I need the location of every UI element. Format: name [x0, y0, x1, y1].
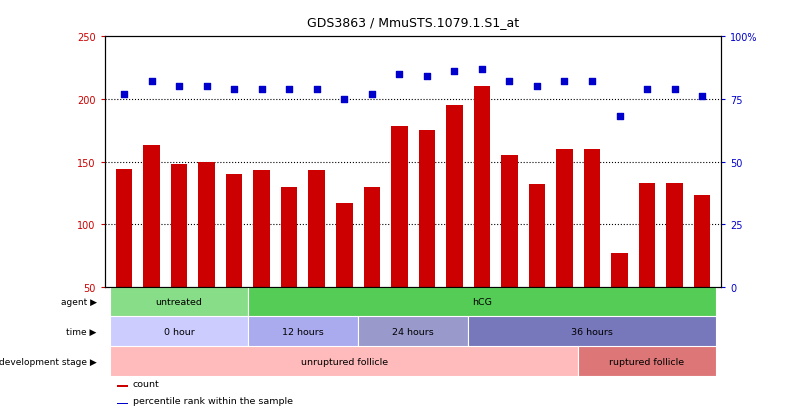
- Bar: [358, 317, 468, 347]
- Text: hCG: hCG: [472, 297, 492, 306]
- Bar: [391, 127, 408, 349]
- Point: [200, 84, 213, 90]
- Bar: [474, 87, 490, 349]
- Bar: [584, 150, 600, 349]
- Bar: [110, 287, 248, 317]
- Point: [145, 79, 158, 85]
- Point: [696, 94, 708, 100]
- Point: [365, 91, 378, 98]
- Bar: [578, 347, 716, 376]
- Bar: [468, 317, 716, 347]
- Text: count: count: [132, 379, 160, 388]
- Bar: [501, 156, 517, 349]
- Bar: [336, 203, 352, 349]
- Bar: [117, 403, 128, 404]
- Bar: [446, 106, 463, 349]
- Bar: [198, 162, 215, 349]
- Text: development stage ▶: development stage ▶: [0, 357, 97, 366]
- Bar: [364, 187, 380, 349]
- Bar: [171, 165, 187, 349]
- Text: percentile rank within the sample: percentile rank within the sample: [132, 396, 293, 405]
- Bar: [143, 146, 160, 349]
- Point: [613, 114, 626, 121]
- Bar: [248, 317, 358, 347]
- Point: [338, 96, 351, 103]
- Point: [585, 79, 598, 85]
- Point: [283, 86, 296, 93]
- Point: [503, 79, 516, 85]
- Point: [256, 86, 268, 93]
- Text: 0 hour: 0 hour: [164, 327, 194, 336]
- Bar: [556, 150, 573, 349]
- Point: [228, 86, 241, 93]
- Bar: [639, 183, 655, 349]
- Text: 36 hours: 36 hours: [571, 327, 613, 336]
- Bar: [694, 196, 710, 349]
- Bar: [418, 131, 435, 349]
- Bar: [117, 385, 128, 387]
- Point: [421, 74, 434, 81]
- Text: ruptured follicle: ruptured follicle: [609, 357, 684, 366]
- Bar: [248, 287, 716, 317]
- Point: [558, 79, 571, 85]
- Bar: [611, 253, 628, 349]
- Bar: [529, 185, 545, 349]
- Bar: [226, 175, 243, 349]
- Point: [530, 84, 543, 90]
- Text: 12 hours: 12 hours: [282, 327, 324, 336]
- Bar: [110, 347, 578, 376]
- Point: [448, 69, 461, 76]
- Point: [310, 86, 323, 93]
- Point: [641, 86, 654, 93]
- Text: untreated: untreated: [156, 297, 202, 306]
- Text: time ▶: time ▶: [66, 327, 97, 336]
- Bar: [667, 183, 683, 349]
- Point: [393, 71, 405, 78]
- Point: [172, 84, 185, 90]
- Bar: [116, 170, 132, 349]
- Text: 24 hours: 24 hours: [393, 327, 434, 336]
- Point: [668, 86, 681, 93]
- Text: agent ▶: agent ▶: [60, 297, 97, 306]
- Text: GDS3863 / MmuSTS.1079.1.S1_at: GDS3863 / MmuSTS.1079.1.S1_at: [307, 16, 519, 29]
- Bar: [253, 171, 270, 349]
- Bar: [110, 317, 248, 347]
- Bar: [281, 187, 297, 349]
- Point: [118, 91, 131, 98]
- Text: unruptured follicle: unruptured follicle: [301, 357, 388, 366]
- Bar: [309, 171, 325, 349]
- Point: [476, 66, 488, 73]
